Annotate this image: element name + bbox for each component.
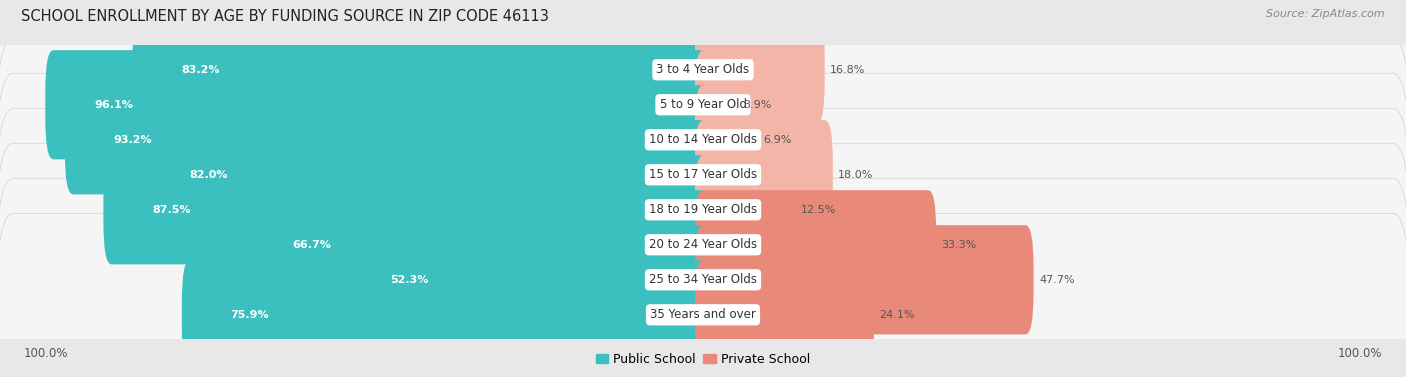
FancyBboxPatch shape <box>141 120 711 229</box>
FancyBboxPatch shape <box>0 143 1406 346</box>
Text: 35 Years and over: 35 Years and over <box>650 308 756 321</box>
Text: 93.2%: 93.2% <box>114 135 152 145</box>
FancyBboxPatch shape <box>342 225 711 334</box>
Text: 33.3%: 33.3% <box>942 240 977 250</box>
FancyBboxPatch shape <box>695 225 1033 334</box>
FancyBboxPatch shape <box>181 260 711 369</box>
FancyBboxPatch shape <box>695 155 796 264</box>
Text: 25 to 34 Year Olds: 25 to 34 Year Olds <box>650 273 756 286</box>
FancyBboxPatch shape <box>65 85 711 195</box>
FancyBboxPatch shape <box>0 3 1406 206</box>
Text: 18 to 19 Year Olds: 18 to 19 Year Olds <box>650 203 756 216</box>
Text: 24.1%: 24.1% <box>879 310 915 320</box>
FancyBboxPatch shape <box>104 155 711 264</box>
FancyBboxPatch shape <box>0 108 1406 311</box>
Text: 47.7%: 47.7% <box>1039 275 1074 285</box>
FancyBboxPatch shape <box>0 178 1406 377</box>
Text: 16.8%: 16.8% <box>830 65 866 75</box>
Text: 52.3%: 52.3% <box>389 275 429 285</box>
FancyBboxPatch shape <box>695 50 738 159</box>
Text: 100.0%: 100.0% <box>24 347 69 360</box>
FancyBboxPatch shape <box>0 38 1406 241</box>
Text: 12.5%: 12.5% <box>801 205 837 215</box>
Text: 82.0%: 82.0% <box>190 170 228 180</box>
Text: Source: ZipAtlas.com: Source: ZipAtlas.com <box>1267 9 1385 20</box>
Text: 75.9%: 75.9% <box>231 310 269 320</box>
FancyBboxPatch shape <box>695 190 936 299</box>
Text: 66.7%: 66.7% <box>292 240 332 250</box>
Text: 3 to 4 Year Olds: 3 to 4 Year Olds <box>657 63 749 76</box>
FancyBboxPatch shape <box>695 120 832 229</box>
FancyBboxPatch shape <box>0 73 1406 276</box>
Text: 100.0%: 100.0% <box>1337 347 1382 360</box>
FancyBboxPatch shape <box>45 50 711 159</box>
Text: 6.9%: 6.9% <box>763 135 792 145</box>
Text: 87.5%: 87.5% <box>152 205 191 215</box>
Legend: Public School, Private School: Public School, Private School <box>591 348 815 371</box>
Text: 5 to 9 Year Old: 5 to 9 Year Old <box>659 98 747 111</box>
FancyBboxPatch shape <box>245 190 711 299</box>
FancyBboxPatch shape <box>0 0 1406 171</box>
Text: 3.9%: 3.9% <box>742 100 772 110</box>
Text: 83.2%: 83.2% <box>181 65 219 75</box>
FancyBboxPatch shape <box>695 260 875 369</box>
Text: 18.0%: 18.0% <box>838 170 873 180</box>
Text: 20 to 24 Year Olds: 20 to 24 Year Olds <box>650 238 756 251</box>
FancyBboxPatch shape <box>132 15 711 124</box>
Text: SCHOOL ENROLLMENT BY AGE BY FUNDING SOURCE IN ZIP CODE 46113: SCHOOL ENROLLMENT BY AGE BY FUNDING SOUR… <box>21 9 548 25</box>
Text: 15 to 17 Year Olds: 15 to 17 Year Olds <box>650 168 756 181</box>
FancyBboxPatch shape <box>695 85 758 195</box>
FancyBboxPatch shape <box>695 15 825 124</box>
Text: 10 to 14 Year Olds: 10 to 14 Year Olds <box>650 133 756 146</box>
Text: 96.1%: 96.1% <box>94 100 132 110</box>
FancyBboxPatch shape <box>0 213 1406 377</box>
